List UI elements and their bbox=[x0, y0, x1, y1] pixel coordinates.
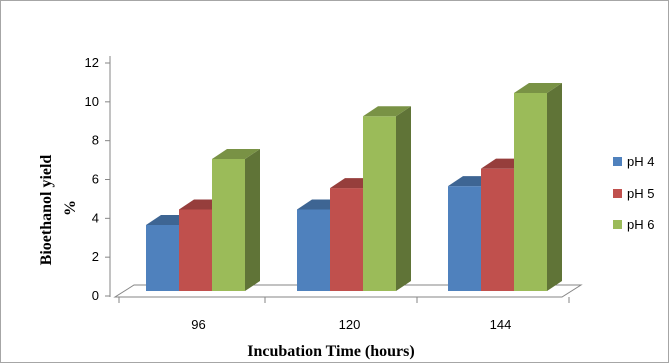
x-tick-label-144: 144 bbox=[490, 317, 512, 332]
legend-label: pH 6 bbox=[627, 217, 654, 232]
x-axis: 96 120 144 bbox=[118, 297, 570, 332]
y-tick-label: 6 bbox=[92, 172, 99, 187]
legend-swatch bbox=[613, 220, 622, 229]
bars bbox=[146, 82, 562, 291]
y-axis-title-line1: Bioethanol yield bbox=[38, 155, 55, 266]
legend-swatch bbox=[613, 189, 622, 198]
legend: pH 4 pH 5 pH 6 bbox=[613, 154, 654, 232]
x-tick-label-96: 96 bbox=[191, 317, 205, 332]
bar-front bbox=[481, 168, 514, 291]
bar-side bbox=[245, 148, 260, 291]
x-axis-title: Incubation Time (hours) bbox=[247, 343, 414, 360]
bar-top bbox=[514, 82, 562, 93]
bar-front bbox=[212, 158, 245, 291]
y-axis: 0 2 4 6 8 10 12 bbox=[85, 55, 111, 303]
bar-front bbox=[179, 209, 212, 291]
bar-front bbox=[297, 209, 330, 291]
y-tick-label: 4 bbox=[92, 210, 99, 225]
y-axis-title-line2: % bbox=[62, 200, 79, 216]
y-tick-label: 0 bbox=[92, 288, 99, 303]
y-tick-label: 2 bbox=[92, 249, 99, 264]
bar-front bbox=[146, 224, 179, 291]
bar-side bbox=[396, 106, 411, 291]
legend-label: pH 4 bbox=[627, 154, 654, 169]
bar-front bbox=[330, 188, 363, 291]
bar-side bbox=[547, 82, 562, 291]
y-axis-title: Bioethanol yield % bbox=[38, 151, 79, 266]
bar-top bbox=[363, 106, 411, 117]
legend-label: pH 5 bbox=[627, 186, 654, 201]
bar-ph6-144 bbox=[514, 82, 562, 291]
y-tick-label: 12 bbox=[85, 55, 99, 70]
legend-swatch bbox=[613, 157, 622, 166]
y-tick-label: 10 bbox=[85, 94, 99, 109]
bar-front bbox=[448, 186, 481, 291]
x-tick-label-120: 120 bbox=[339, 317, 361, 332]
bar-ph6-96 bbox=[212, 148, 260, 291]
bar-ph6-120 bbox=[363, 106, 411, 291]
bar-front bbox=[514, 92, 547, 291]
bar-top bbox=[212, 148, 260, 159]
bar-front bbox=[363, 116, 396, 291]
y-tick-label: 8 bbox=[92, 133, 99, 148]
